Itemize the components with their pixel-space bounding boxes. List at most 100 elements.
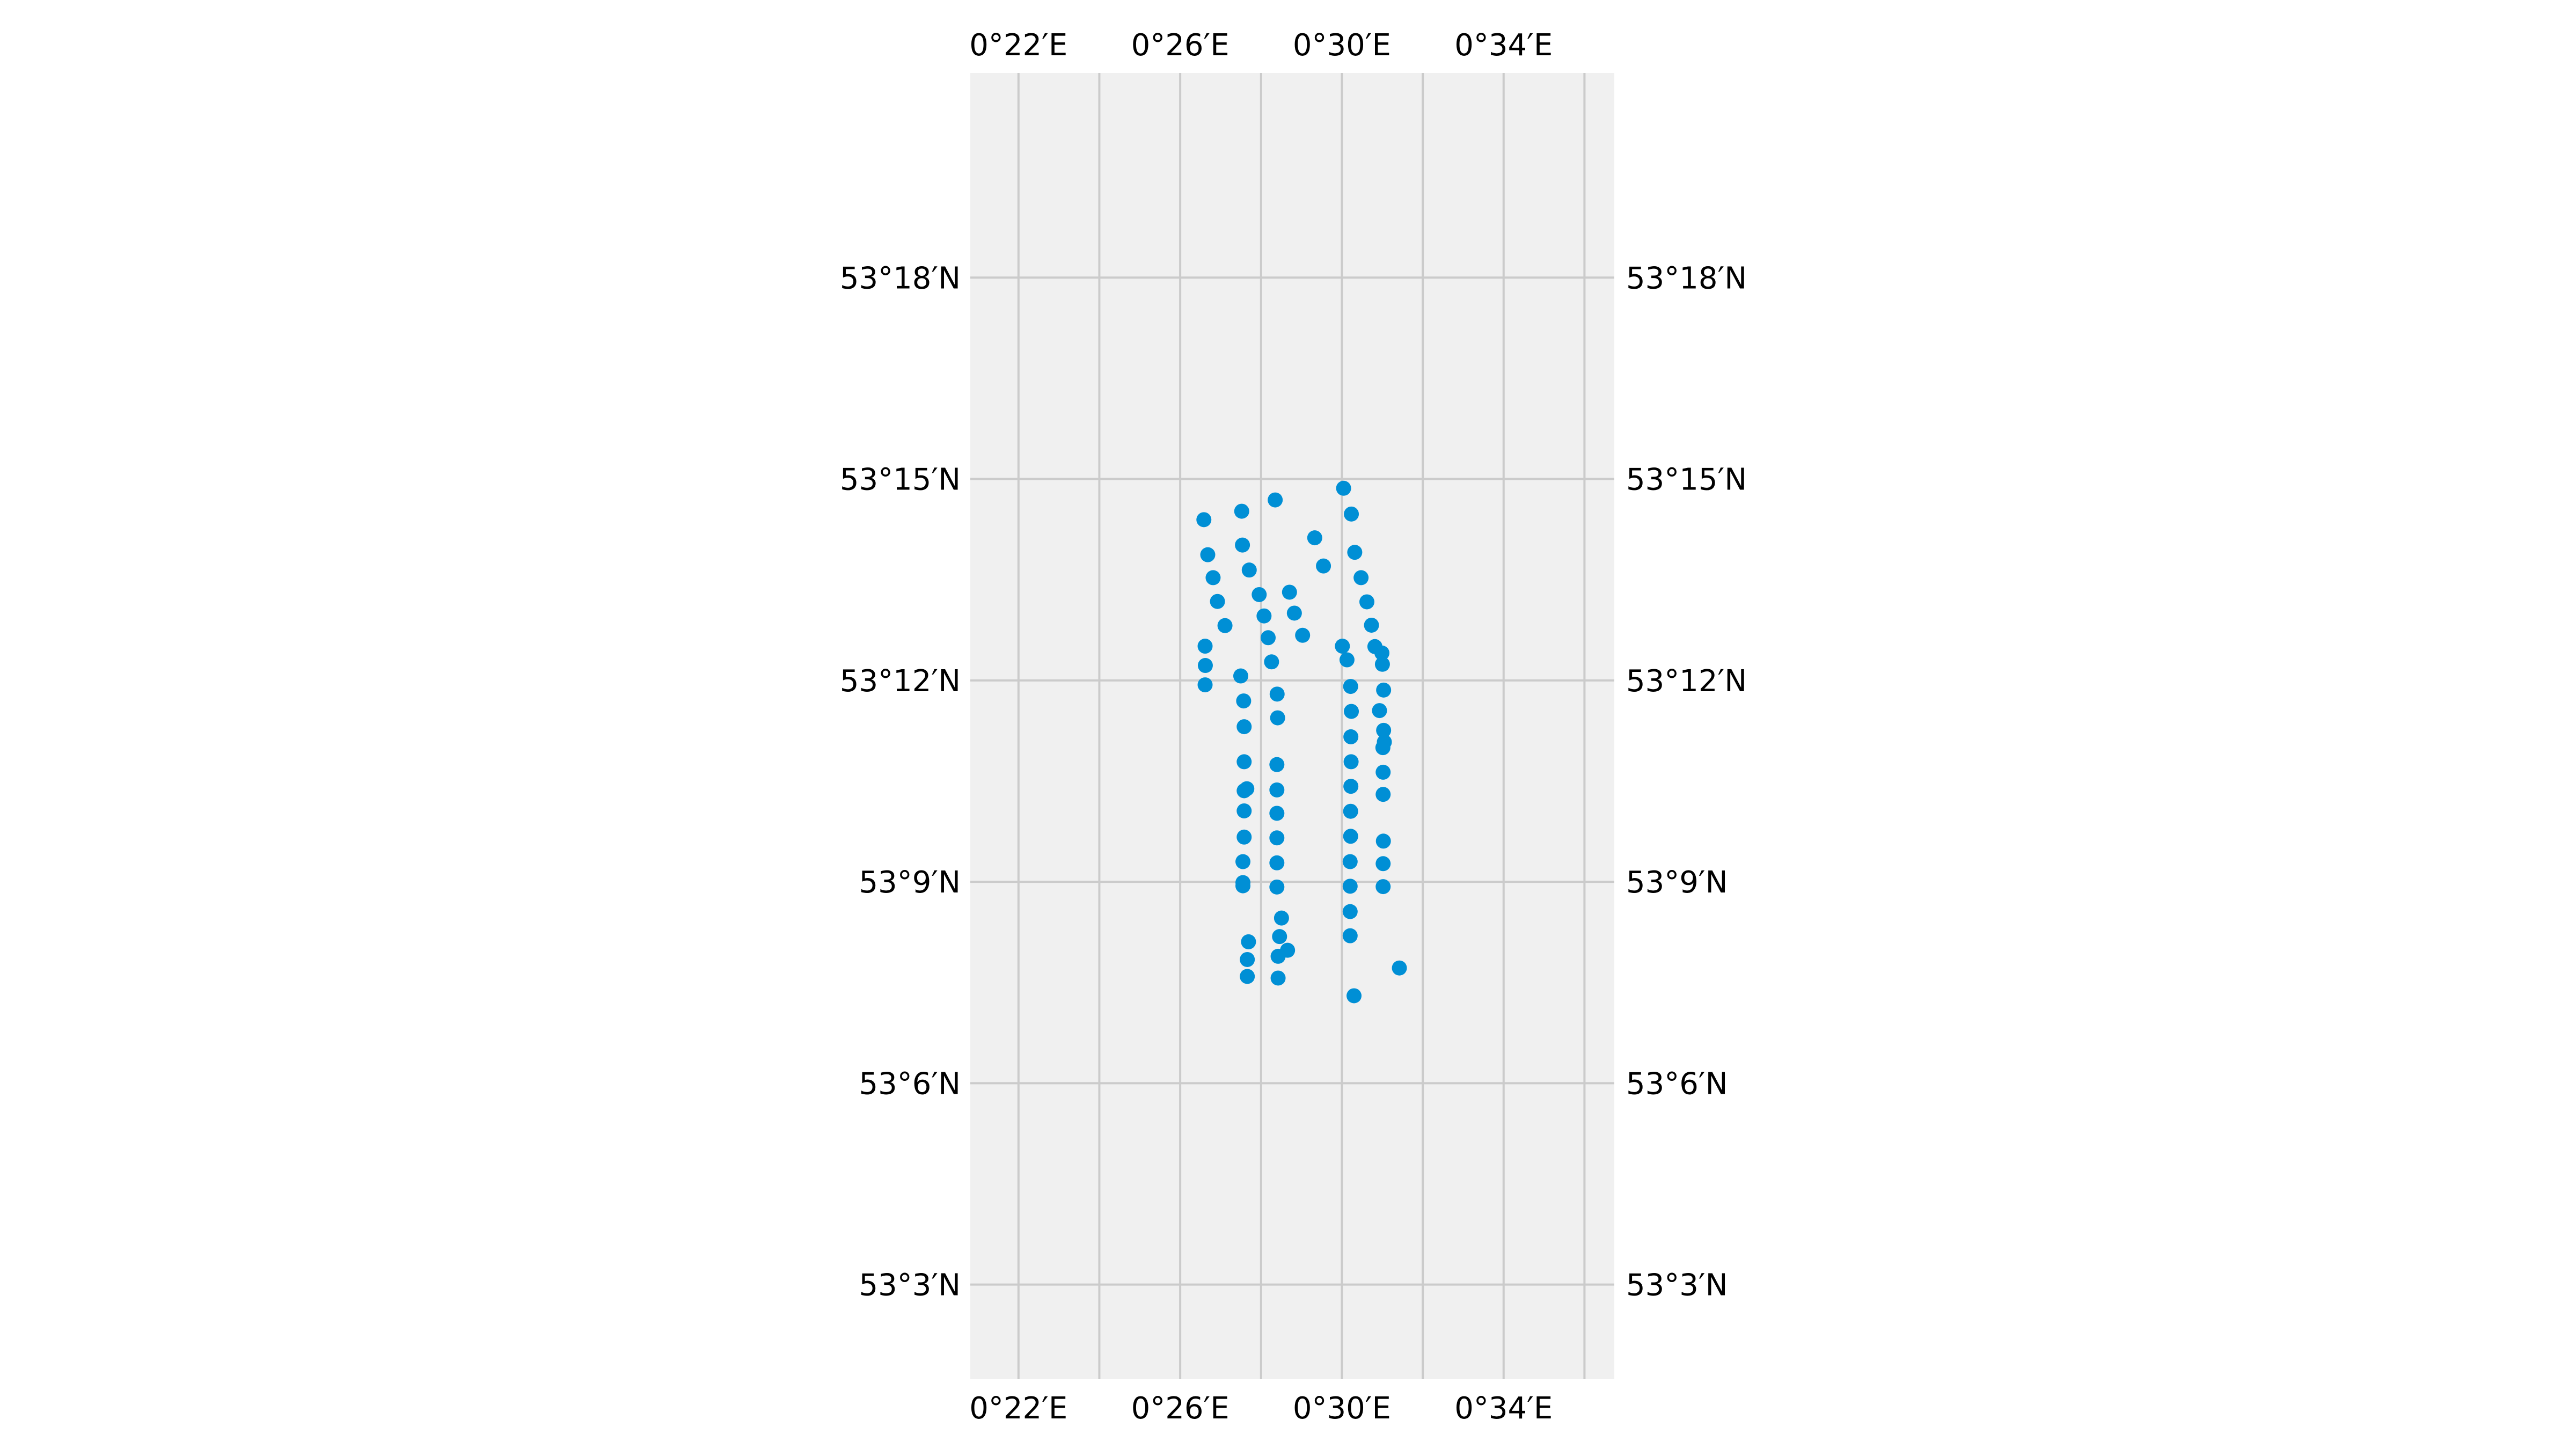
station-point-78 (1240, 952, 1255, 967)
longitude-label-top-2: 0°26′E (1131, 28, 1230, 63)
station-point-34 (1343, 679, 1358, 694)
station-point-19 (1256, 608, 1272, 624)
station-point-62 (1235, 854, 1251, 869)
latitude-label-right-3: 53°9′N (1626, 865, 1728, 900)
station-point-14 (1282, 584, 1297, 600)
station-point-6 (1307, 530, 1322, 546)
station-point-5 (1344, 506, 1359, 522)
station-point-49 (1375, 764, 1391, 780)
latitude-label-left-2: 53°6′N (859, 1066, 961, 1101)
station-point-60 (1269, 830, 1285, 846)
station-point-69 (1269, 879, 1285, 895)
station-point-47 (1343, 754, 1359, 770)
station-point-21 (1364, 617, 1379, 633)
station-point-30 (1264, 654, 1279, 670)
station-point-35 (1269, 686, 1285, 702)
station-point-77 (1270, 948, 1286, 964)
station-point-17 (1359, 594, 1374, 610)
station-point-31 (1339, 652, 1355, 668)
station-point-70 (1375, 879, 1391, 895)
station-point-73 (1342, 928, 1358, 943)
station-point-81 (1270, 970, 1286, 986)
longitude-label-top-4: 0°34′E (1454, 28, 1553, 63)
station-point-38 (1372, 703, 1387, 719)
station-point-22 (1295, 627, 1311, 643)
station-point-13 (1353, 570, 1369, 586)
station-point-56 (1343, 803, 1358, 819)
station-point-57 (1269, 806, 1285, 821)
station-point-39 (1344, 704, 1359, 719)
station-point-9 (1347, 545, 1363, 560)
station-point-52 (1236, 783, 1252, 799)
station-point-4 (1196, 512, 1212, 528)
station-point-28 (1374, 656, 1390, 672)
map-plot-area (970, 73, 1614, 1379)
latitude-label-right-6: 53°18′N (1626, 261, 1747, 296)
station-point-82 (1346, 988, 1362, 1004)
station-point-11 (1241, 562, 1257, 578)
station-point-2 (1268, 492, 1283, 508)
station-point-24 (1197, 639, 1213, 654)
station-point-54 (1375, 787, 1391, 802)
station-point-61 (1375, 833, 1391, 849)
station-point-18 (1286, 605, 1302, 621)
longitude-label-top-1: 0°22′E (969, 28, 1067, 63)
station-point-15 (1252, 587, 1267, 602)
station-points (1196, 480, 1407, 1004)
station-point-10 (1316, 558, 1331, 574)
longitude-label-bottom-1: 0°22′E (969, 1391, 1067, 1426)
latitude-label-left-1: 53°3′N (859, 1268, 961, 1303)
latitude-label-right-1: 53°3′N (1626, 1268, 1728, 1303)
station-point-50 (1343, 779, 1359, 794)
station-point-29 (1197, 658, 1213, 674)
station-point-59 (1343, 829, 1358, 844)
station-point-55 (1236, 803, 1252, 818)
latitude-label-right-5: 53°15′N (1626, 463, 1747, 497)
latitude-label-left-4: 53°12′N (840, 664, 961, 699)
station-point-80 (1240, 969, 1255, 984)
station-point-33 (1197, 677, 1213, 693)
station-point-20 (1217, 618, 1233, 633)
graticule-labels: 0°22′E 0°22′E 0°26′E 0°26′E 0°30′E 0°30′E 0°34… (840, 28, 1747, 1426)
station-point-74 (1272, 929, 1287, 945)
station-point-71 (1342, 904, 1358, 919)
latitude-label-left-6: 53°18′N (840, 261, 961, 296)
station-point-58 (1236, 829, 1252, 845)
longitude-label-bottom-4: 0°34′E (1454, 1391, 1553, 1426)
station-point-12 (1205, 570, 1221, 586)
station-point-32 (1233, 668, 1248, 684)
station-point-43 (1343, 729, 1359, 744)
station-point-68 (1342, 879, 1358, 894)
station-point-45 (1375, 740, 1391, 756)
station-point-41 (1236, 719, 1252, 735)
longitude-label-top-3: 0°30′E (1293, 28, 1391, 63)
station-point-63 (1342, 854, 1358, 869)
longitude-label-bottom-3: 0°30′E (1293, 1391, 1391, 1426)
station-point-65 (1375, 856, 1391, 872)
graticule-grid (970, 73, 1614, 1379)
station-point-23 (1261, 630, 1276, 646)
station-point-64 (1269, 855, 1285, 870)
station-point-72 (1274, 910, 1289, 926)
latitude-label-right-2: 53°6′N (1626, 1066, 1728, 1101)
station-point-46 (1236, 754, 1252, 770)
station-point-3 (1234, 503, 1249, 519)
station-point-1 (1336, 480, 1351, 496)
station-point-75 (1241, 934, 1256, 949)
station-point-37 (1236, 693, 1252, 709)
station-point-16 (1210, 594, 1225, 609)
station-point-48 (1269, 757, 1285, 772)
station-point-27 (1374, 645, 1390, 661)
station-point-36 (1376, 682, 1392, 698)
station-point-67 (1235, 878, 1251, 894)
longitude-label-bottom-2: 0°26′E (1131, 1391, 1230, 1426)
station-point-53 (1269, 782, 1285, 797)
latitude-label-left-3: 53°9′N (859, 865, 961, 900)
station-point-79 (1392, 960, 1407, 976)
latitude-label-left-5: 53°15′N (840, 463, 961, 497)
station-point-8 (1200, 547, 1216, 562)
station-point-25 (1335, 639, 1350, 654)
station-point-7 (1235, 537, 1250, 553)
latitude-label-right-4: 53°12′N (1626, 664, 1747, 699)
